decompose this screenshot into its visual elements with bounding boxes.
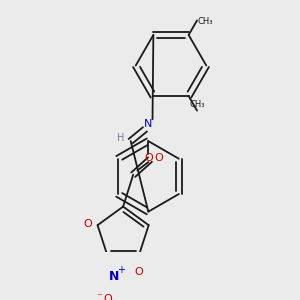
Text: +: + — [117, 265, 125, 275]
Text: O: O — [84, 219, 92, 229]
Text: O: O — [154, 153, 163, 163]
Text: N: N — [144, 119, 152, 129]
Text: H: H — [117, 133, 124, 143]
Text: CH₃: CH₃ — [198, 17, 213, 26]
Text: CH₃: CH₃ — [189, 100, 205, 109]
Text: O: O — [134, 267, 143, 277]
Text: O: O — [145, 153, 154, 163]
Text: ⁻: ⁻ — [96, 292, 102, 300]
Text: O: O — [103, 294, 112, 300]
Text: N: N — [109, 270, 119, 283]
